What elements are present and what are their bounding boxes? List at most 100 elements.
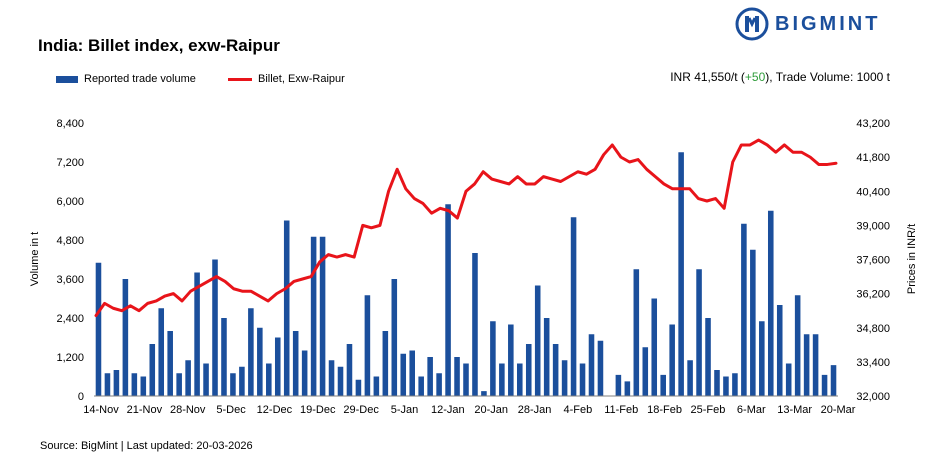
volume-bar bbox=[400, 353, 407, 396]
bar-series bbox=[95, 152, 837, 397]
x-tick: 12-Jan bbox=[431, 404, 465, 416]
x-tick: 5-Jan bbox=[391, 404, 419, 416]
line-series bbox=[94, 138, 838, 318]
volume-bar bbox=[776, 305, 783, 396]
volume-bar bbox=[337, 366, 344, 396]
volume-bar bbox=[759, 321, 765, 396]
volume-bar bbox=[149, 344, 156, 396]
volume-bar bbox=[95, 262, 102, 396]
volume-bar bbox=[525, 344, 532, 396]
x-tick: 13-Mar bbox=[777, 404, 812, 416]
volume-bar bbox=[382, 331, 389, 396]
volume-bar bbox=[767, 210, 774, 396]
volume-bar bbox=[723, 376, 729, 396]
x-tick: 18-Feb bbox=[647, 404, 682, 416]
volume-bar bbox=[597, 340, 604, 396]
volume-bar bbox=[570, 217, 577, 396]
y-axis-title-left: Volume in t bbox=[29, 232, 41, 286]
volume-bar bbox=[490, 321, 496, 396]
x-tick: 20-Mar bbox=[821, 404, 856, 416]
x-tick: 5-Dec bbox=[216, 404, 246, 416]
x-tick: 12-Dec bbox=[257, 404, 293, 416]
x-tick: 29-Dec bbox=[343, 404, 379, 416]
volume-bar bbox=[687, 360, 693, 396]
y-tick-left: 6,000 bbox=[56, 196, 84, 208]
volume-bar bbox=[292, 331, 299, 396]
volume-bar bbox=[409, 350, 415, 396]
volume-bar bbox=[355, 379, 362, 396]
volume-bar bbox=[140, 376, 147, 396]
volume-bar bbox=[615, 374, 622, 397]
volume-bar bbox=[552, 344, 559, 396]
volume-bar bbox=[579, 363, 586, 396]
x-tick: 4-Feb bbox=[564, 404, 593, 416]
volume-bar bbox=[785, 363, 792, 396]
volume-bar bbox=[301, 350, 308, 396]
legend-swatch-volume bbox=[56, 75, 78, 83]
volume-bar bbox=[445, 204, 451, 396]
volume-bar bbox=[794, 295, 801, 396]
volume-bar bbox=[185, 360, 191, 396]
volume-bar bbox=[113, 370, 120, 396]
billet-price-line bbox=[94, 138, 838, 318]
volume-bar bbox=[436, 373, 442, 396]
volume-bar bbox=[499, 363, 505, 396]
y-tick-left: 4,800 bbox=[56, 235, 84, 247]
volume-bar bbox=[705, 318, 711, 396]
x-tick: 28-Jan bbox=[518, 404, 552, 416]
volume-bar bbox=[714, 370, 720, 396]
volume-bar bbox=[678, 152, 684, 396]
volume-bar bbox=[642, 347, 649, 396]
volume-bar bbox=[588, 334, 595, 396]
volume-bar bbox=[651, 298, 658, 396]
y-tick-right: 32,000 bbox=[856, 391, 890, 403]
volume-bar bbox=[803, 334, 810, 396]
volume-bar bbox=[391, 279, 398, 396]
y-tick-right: 40,400 bbox=[856, 186, 890, 198]
volume-bar bbox=[660, 374, 666, 397]
volume-bar bbox=[750, 249, 756, 396]
price-info: INR 41,550/t (+50), Trade Volume: 1000 t bbox=[670, 70, 890, 84]
volume-bar bbox=[463, 363, 469, 396]
volume-bar bbox=[741, 223, 747, 396]
source-note: Source: BigMint | Last updated: 20-03-20… bbox=[40, 440, 253, 452]
volume-bar bbox=[418, 376, 424, 396]
volume-bar bbox=[373, 376, 380, 396]
volume-bar bbox=[221, 318, 227, 396]
volume-bar bbox=[508, 324, 514, 396]
x-tick: 6-Mar bbox=[737, 404, 766, 416]
y-tick-left: 2,400 bbox=[56, 313, 84, 325]
price-info-prefix: INR 41,550/t ( bbox=[670, 70, 745, 84]
x-tick: 25-Feb bbox=[691, 404, 726, 416]
volume-bar bbox=[319, 236, 326, 396]
volume-bar bbox=[248, 308, 254, 396]
chart-title: India: Billet index, exw-Raipur bbox=[38, 36, 280, 55]
volume-bar bbox=[167, 331, 173, 396]
volume-bar bbox=[830, 365, 837, 397]
volume-bar bbox=[696, 269, 702, 396]
y-tick-left: 3,600 bbox=[56, 274, 84, 286]
legend-label-billet: Billet, Exw-Raipur bbox=[258, 73, 345, 85]
y-tick-left: 1,200 bbox=[56, 352, 84, 364]
volume-bar bbox=[633, 269, 640, 396]
y-axis-title-right: Prices in INR/t bbox=[906, 224, 918, 294]
volume-bar bbox=[194, 272, 200, 396]
legend-item-billet: Billet, Exw-Raipur bbox=[228, 73, 345, 85]
tick-labels: 0 1,200 2,400 3,600 4,800 6,000 7,200 8,400 32,0… bbox=[56, 118, 890, 416]
volume-bar bbox=[274, 337, 281, 396]
x-tick: 20-Jan bbox=[474, 404, 508, 416]
y-tick-right: 33,400 bbox=[856, 357, 890, 369]
volume-bar bbox=[310, 236, 317, 396]
brand-logo: BIGMINT bbox=[735, 6, 880, 42]
volume-bar bbox=[561, 360, 568, 396]
volume-bar bbox=[427, 357, 433, 396]
legend-label-volume: Reported trade volume bbox=[84, 73, 196, 85]
y-tick-right: 37,600 bbox=[856, 255, 890, 267]
volume-bar bbox=[203, 363, 209, 396]
x-tick: 28-Nov bbox=[170, 404, 206, 416]
y-tick-left: 0 bbox=[78, 391, 84, 403]
volume-bar bbox=[534, 285, 541, 396]
price-change: +50 bbox=[744, 70, 766, 84]
y-tick-right: 41,800 bbox=[856, 152, 890, 164]
